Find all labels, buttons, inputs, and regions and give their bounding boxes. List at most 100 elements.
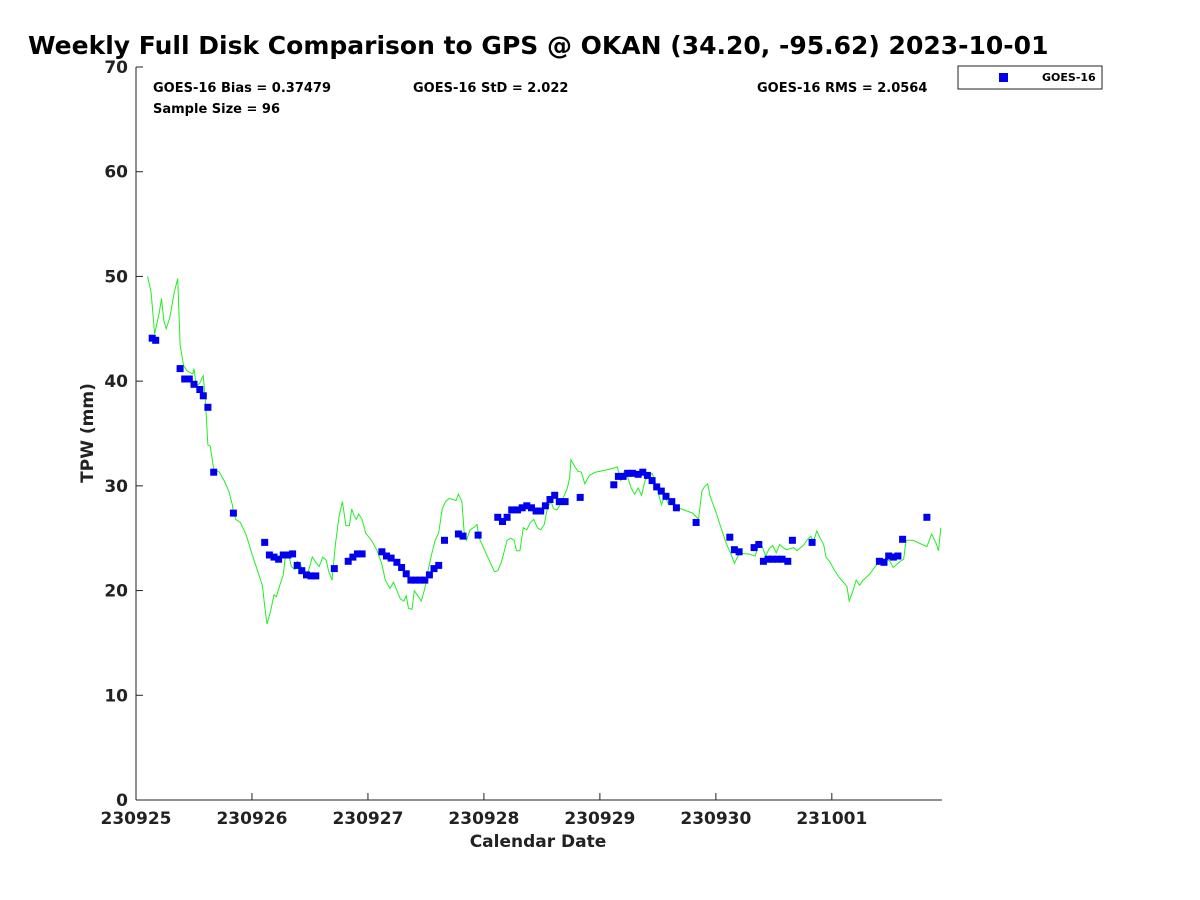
goes16-data-point — [441, 536, 448, 544]
goes16-data-point — [759, 557, 767, 565]
goes16-data-point — [576, 493, 584, 501]
goes16-data-point — [643, 471, 651, 479]
goes16-data-point — [265, 551, 273, 559]
goes16-data-point — [185, 375, 193, 383]
goes16-data-point — [275, 555, 283, 563]
y-tick-label: 40 — [104, 372, 128, 392]
chart-title: Weekly Full Disk Comparison to GPS @ OKA… — [28, 31, 1048, 60]
goes16-data-point — [407, 576, 415, 584]
goes16-data-point — [307, 572, 315, 580]
sample-size-stat: Sample Size = 96 — [153, 102, 280, 117]
goes16-data-point — [735, 548, 743, 556]
goes16-data-point — [344, 557, 352, 565]
goes16-data-point — [416, 576, 424, 584]
goes16-data-point — [393, 558, 401, 566]
goes16-data-point — [289, 550, 297, 558]
goes16-series-points — [148, 334, 931, 584]
goes16-data-point — [459, 532, 467, 540]
plot-area: 0 10 20 30 40 50 60 70 230925 230926 230927 230928… — [101, 58, 942, 829]
y-tick-label: 20 — [104, 582, 128, 602]
goes16-data-point — [210, 468, 218, 476]
goes16-data-point — [398, 564, 406, 571]
y-axis-ticks: 0 10 20 30 40 50 60 70 — [104, 58, 143, 811]
goes16-data-point — [387, 554, 395, 562]
rms-stat: GOES-16 RMS = 2.0564 — [757, 81, 927, 96]
y-axis-label: TPW (mm) — [78, 383, 98, 483]
goes16-data-point — [628, 469, 636, 477]
goes16-data-point — [668, 498, 676, 506]
legend-label-goes16: GOES-16 — [1042, 71, 1096, 84]
gps-series-line — [147, 276, 942, 625]
goes16-data-point — [657, 487, 665, 495]
goes16-data-point — [499, 518, 506, 525]
goes16-data-point — [298, 567, 306, 575]
goes16-data-point — [778, 555, 786, 563]
goes16-data-point — [204, 403, 212, 411]
goes16-data-point — [528, 504, 535, 512]
goes16-data-point — [653, 483, 661, 491]
goes16-data-point — [788, 536, 796, 544]
x-tick-label: 230927 — [332, 809, 403, 829]
goes16-data-point — [764, 555, 772, 563]
goes16-data-point — [199, 392, 207, 400]
goes16-data-point — [726, 533, 734, 541]
goes16-data-point — [279, 551, 287, 559]
goes16-data-point — [619, 472, 627, 480]
legend-box — [957, 65, 1103, 90]
goes16-data-point — [270, 553, 278, 561]
goes16-data-point — [503, 513, 511, 521]
goes16-data-point — [412, 576, 419, 584]
goes16-data-point — [474, 531, 482, 539]
goes16-data-point — [889, 553, 897, 561]
goes16-data-point — [196, 386, 204, 393]
goes16-data-point — [532, 507, 540, 515]
y-tick-label: 0 — [116, 791, 128, 811]
goes16-data-point — [152, 336, 160, 344]
goes16-data-point — [330, 565, 338, 573]
goes16-data-point — [508, 506, 516, 514]
goes16-data-point — [875, 557, 883, 565]
goes16-data-point — [430, 565, 438, 573]
goes16-data-point — [624, 469, 632, 477]
goes16-data-point — [750, 544, 758, 552]
goes16-data-point — [648, 477, 656, 485]
goes16-data-point — [634, 470, 642, 478]
goes16-data-point — [808, 538, 816, 546]
goes16-data-point — [610, 481, 618, 489]
goes16-data-point — [303, 571, 310, 579]
goes16-data-point — [555, 498, 563, 506]
goes16-data-point — [614, 472, 622, 480]
legend: GOES-16 — [957, 65, 1103, 90]
goes16-data-point — [293, 561, 301, 569]
goes16-data-point — [284, 551, 292, 559]
goes16-data-point — [402, 570, 410, 578]
goes16-data-point — [181, 375, 189, 383]
goes16-data-point — [229, 509, 237, 517]
goes16-data-point — [349, 553, 357, 561]
x-tick-label: 230930 — [680, 809, 751, 829]
goes16-data-point — [662, 492, 670, 500]
goes16-data-point — [784, 557, 792, 565]
std-stat: GOES-16 StD = 2.022 — [413, 81, 568, 96]
goes16-data-point — [425, 571, 433, 579]
goes16-data-point — [514, 506, 521, 514]
goes16-data-point — [769, 555, 777, 563]
goes16-data-point — [546, 496, 554, 503]
goes16-data-point — [773, 555, 781, 563]
x-axis-label: Calendar Date — [470, 832, 607, 852]
y-tick-label: 60 — [104, 163, 128, 183]
goes16-data-point — [383, 552, 390, 560]
goes16-data-point — [454, 530, 462, 538]
goes16-data-point — [880, 558, 888, 566]
goes16-data-point — [899, 535, 907, 543]
goes16-data-point — [523, 502, 531, 510]
goes16-data-point — [176, 365, 184, 373]
x-tick-label: 230926 — [216, 809, 287, 829]
goes16-data-point — [730, 546, 738, 554]
bias-stat: GOES-16 Bias = 0.37479 — [153, 81, 331, 96]
goes16-data-point — [551, 491, 559, 499]
y-tick-label: 10 — [104, 686, 128, 706]
goes16-data-point — [261, 538, 269, 546]
